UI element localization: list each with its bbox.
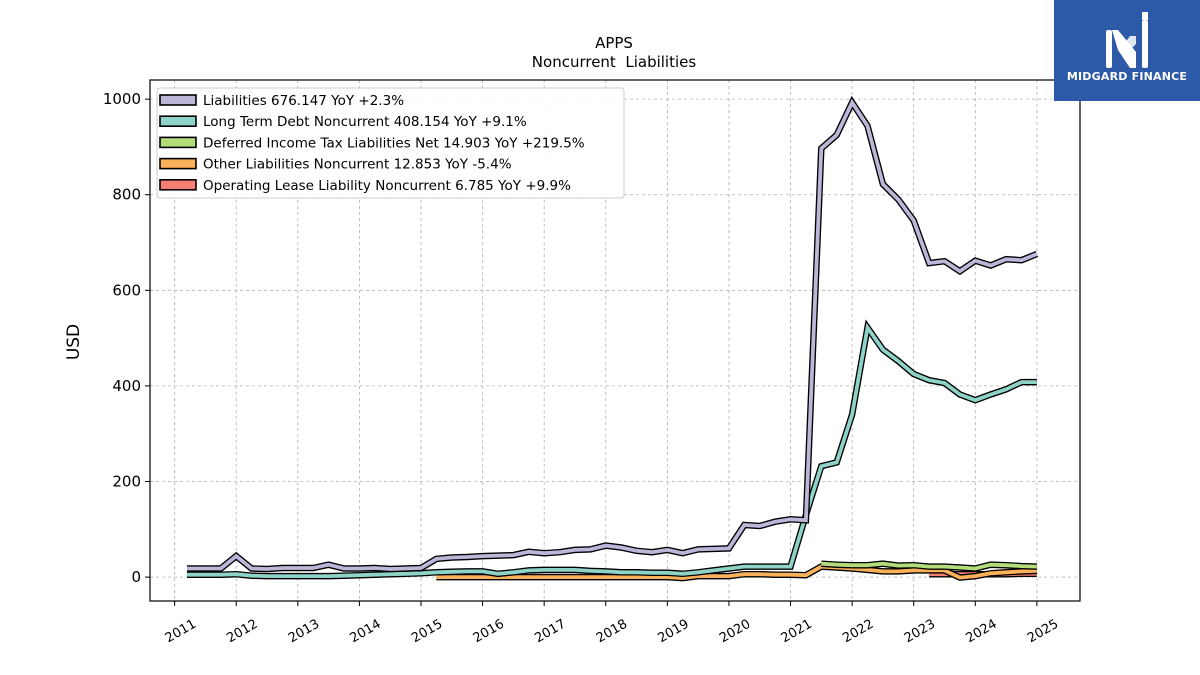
legend-swatch [159,179,197,191]
x-tick-label: 2020 [717,617,753,647]
legend-entry: Deferred Income Tax Liabilities Net 14.9… [203,135,585,151]
y-tick-label: 800 [112,186,141,204]
legend-swatch [159,115,197,127]
chart-subtitle: Noncurrent Liabilities [532,53,697,71]
chart-title: APPS [595,34,633,52]
legend-swatch [159,136,197,149]
x-tick-label: 2018 [594,617,630,647]
x-tick-label: 2011 [163,617,199,647]
legend-box [156,87,625,199]
y-tick-label: 600 [112,281,141,299]
y-tick-label: 1000 [103,90,141,108]
series-line [187,322,1037,578]
plot-frame [149,79,1081,602]
series-line [436,564,1037,581]
legend: Liabilities 676.147 YoY +2.3% Long Term D… [156,87,625,199]
x-tick-label: 2019 [656,617,692,647]
legend-entry: Operating Lease Liability Noncurrent 6.7… [203,178,571,194]
legend-entry: Long Term Debt Noncurrent 408.154 YoY +9… [203,114,527,130]
brand-logo-icon [1106,12,1148,68]
brand-logo: MIDGARD FINANCE [1054,0,1200,101]
x-tick-label: 2013 [286,617,322,647]
brand-name: MIDGARD FINANCE [1066,70,1188,83]
legend-entry: Liabilities 676.147 YoY +2.3% [203,93,404,109]
x-tick-label: 2024 [963,617,999,647]
y-axis-label: USD [64,324,84,360]
y-tick-label: 400 [112,377,141,395]
x-tick-label: 2023 [902,617,938,647]
x-tick-label: 2022 [840,617,876,647]
x-tick-label: 2012 [224,617,260,647]
series-outline [187,319,1037,580]
legend-entry: Other Liabilities Noncurrent 12.853 YoY … [203,157,512,173]
x-tick-label: 2017 [532,617,568,647]
legend-swatch [159,157,197,170]
plot-area [187,95,1039,582]
legend-swatch [159,94,197,106]
x-tick-label: 2021 [779,617,815,647]
y-tick-label: 0 [131,568,141,586]
x-tick-label: 2025 [1025,617,1061,647]
x-tick-label: 2014 [348,617,384,647]
series-line [821,561,1037,571]
x-tick-label: 2016 [471,617,507,647]
y-tick-label: 200 [112,473,141,491]
x-tick-label: 2015 [409,617,445,647]
series-line [187,98,1038,571]
